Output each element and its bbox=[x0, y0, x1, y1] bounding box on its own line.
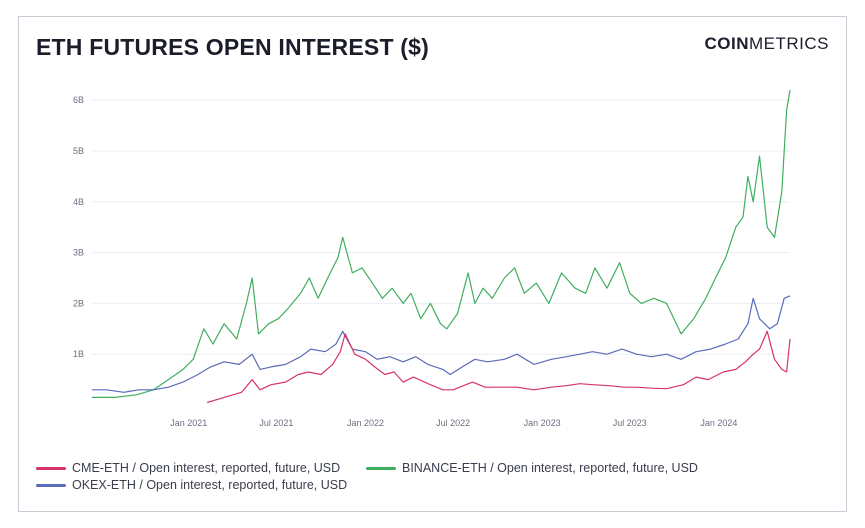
legend-swatch-binance bbox=[366, 466, 396, 470]
y-axis-ticks: 1B 2B 3B 4B 5B 6B bbox=[73, 95, 84, 359]
legend-item-cme[interactable]: CME-ETH / Open interest, reported, futur… bbox=[36, 461, 340, 475]
series-line-binance bbox=[92, 90, 791, 398]
series-line-cme bbox=[207, 330, 791, 404]
x-axis-ticks: Jan 2021 Jul 2021 Jan 2022 Jul 2022 Jan 2023… bbox=[170, 418, 737, 428]
y-tick-label: 3B bbox=[73, 248, 84, 258]
y-tick-label: 1B bbox=[73, 349, 84, 359]
chart-frame bbox=[18, 16, 847, 512]
legend-item-binance[interactable]: BINANCE-ETH / Open interest, reported, f… bbox=[366, 461, 698, 475]
series-lines bbox=[92, 90, 791, 404]
legend-label-okex: OKEX-ETH / Open interest, reported, futu… bbox=[72, 478, 348, 492]
logo-bold-text: COIN bbox=[704, 34, 749, 53]
y-tick-label: 5B bbox=[73, 146, 84, 156]
y-tick-label: 4B bbox=[73, 197, 84, 207]
y-tick-label: 2B bbox=[73, 298, 84, 308]
logo-light-text: METRICS bbox=[749, 34, 829, 53]
legend-swatch-okex bbox=[36, 483, 66, 487]
x-tick-label: Jan 2024 bbox=[700, 418, 737, 428]
x-tick-label: Jan 2021 bbox=[170, 418, 207, 428]
x-tick-label: Jul 2021 bbox=[259, 418, 293, 428]
x-tick-label: Jan 2022 bbox=[347, 418, 384, 428]
gridlines bbox=[92, 99, 790, 355]
x-tick-label: Jan 2023 bbox=[524, 418, 561, 428]
coinmetrics-logo: COINMETRICS bbox=[705, 34, 830, 54]
x-tick-label: Jul 2022 bbox=[436, 418, 470, 428]
legend-item-okex[interactable]: OKEX-ETH / Open interest, reported, futu… bbox=[36, 478, 347, 492]
legend-label-cme: CME-ETH / Open interest, reported, futur… bbox=[72, 461, 341, 475]
series-line-okex bbox=[92, 295, 791, 393]
x-tick-label: Jul 2023 bbox=[613, 418, 647, 428]
y-tick-label: 6B bbox=[73, 95, 84, 105]
legend-label-binance: BINANCE-ETH / Open interest, reported, f… bbox=[402, 461, 698, 475]
legend-swatch-cme bbox=[36, 466, 66, 470]
chart-title: ETH FUTURES OPEN INTEREST ($) bbox=[36, 34, 429, 60]
